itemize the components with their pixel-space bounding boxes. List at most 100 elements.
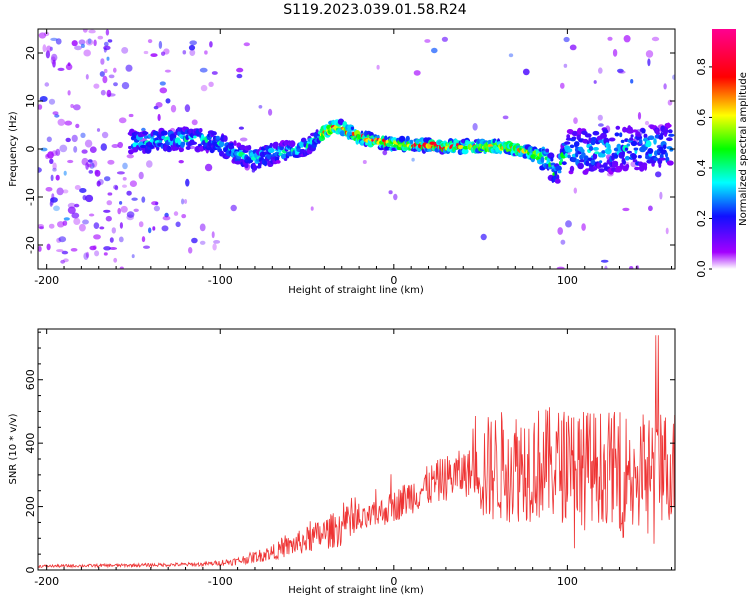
spectrogram-cell (540, 156, 545, 163)
spectrogram-speckle (96, 128, 101, 132)
spectrogram-cell (228, 144, 235, 150)
spectrogram-cell (624, 147, 629, 151)
x-tick-label: -200 (34, 575, 59, 588)
spectrogram-cell (315, 129, 319, 134)
spectrogram-speckle (52, 59, 56, 68)
spectrogram-speckle (38, 32, 47, 39)
plot-title: S119.2023.039.01.58.R24 (283, 2, 467, 18)
spectrogram-speckle (106, 200, 113, 206)
spectrogram-cell (662, 144, 667, 150)
spectrogram-speckle (117, 207, 121, 215)
spectrogram-speckle (82, 29, 88, 33)
colorbar-tick-label: 0.4 (695, 159, 708, 177)
spectrogram-cell (611, 160, 619, 165)
spectrogram-cell (557, 170, 562, 174)
spectrogram-speckle (74, 203, 80, 208)
spectrogram-cell (167, 145, 171, 150)
spectrogram-speckle (189, 40, 197, 46)
spectrogram-speckle (183, 199, 188, 204)
spectrogram-speckle (659, 191, 663, 200)
spectrogram-speckle (191, 237, 198, 244)
spectrogram-speckle (560, 239, 566, 245)
spectrogram-speckle (131, 254, 135, 259)
spectrogram-speckle (56, 187, 64, 196)
spectrogram-speckle (672, 74, 675, 80)
spectrogram-speckle (118, 236, 124, 243)
spectrogram-cell (283, 158, 288, 161)
spectrogram-cell (405, 135, 410, 142)
spectrogram-speckle (71, 134, 78, 143)
spectrogram-speckle (57, 118, 66, 126)
x-tick-label: 0 (390, 575, 397, 588)
spectrogram-speckle (47, 151, 54, 159)
x-tick-label: 0 (390, 274, 397, 287)
spectrogram-speckle (61, 250, 69, 255)
spectrogram-cell (299, 140, 305, 148)
spectrogram-speckle (65, 137, 71, 143)
spectrogram-cell (461, 148, 469, 155)
x-tick-label: 100 (557, 575, 578, 588)
spectrogram-speckle (141, 236, 146, 243)
spectrogram-speckle (189, 49, 196, 56)
spectrogram-speckle (58, 236, 67, 243)
spectrogram-cell (252, 164, 258, 171)
spectrogram-speckle (102, 75, 108, 84)
spectrogram-cell (409, 139, 414, 145)
spectrogram-speckle (239, 137, 248, 142)
spectrogram-speckle (612, 49, 618, 57)
spectrogram-speckle (122, 184, 127, 188)
spectrogram-marks (38, 29, 675, 269)
colorbar-tick-label: 0.0 (695, 260, 708, 278)
colorbar-gradient (712, 29, 736, 269)
spectrogram-speckle (71, 40, 78, 47)
spectrogram-speckle (138, 221, 144, 228)
spectrogram-speckle (59, 144, 68, 153)
spectrogram-speckle (651, 36, 660, 42)
spectrogram-speckle (204, 50, 208, 55)
spectrogram-speckle (74, 45, 82, 51)
spectrogram-cell (625, 163, 630, 169)
spectrogram-cell (384, 135, 388, 141)
spectrogram-speckle (152, 226, 156, 231)
spectrogram-speckle (74, 185, 81, 190)
spectrogram-speckle (173, 211, 179, 216)
spectrogram-speckle (113, 184, 118, 190)
spectrogram-speckle (598, 123, 604, 127)
spectrogram-speckle (113, 67, 117, 73)
spectrogram-speckle (188, 44, 196, 51)
spectrogram-speckle (181, 198, 185, 205)
spectrogram-cell (629, 137, 634, 141)
spectrogram-cell (659, 157, 667, 161)
spectrogram-cell (198, 128, 203, 133)
spectrogram-cell (638, 165, 645, 172)
spectrogram-speckle (49, 158, 54, 164)
spectrogram-speckle (50, 56, 56, 65)
spectrogram-speckle (120, 205, 128, 213)
spectrogram-speckle (53, 205, 60, 212)
spectrogram-cell (233, 140, 237, 147)
spectrogram-speckle (103, 68, 108, 74)
spectrogram-cell (571, 136, 577, 140)
spectrogram-speckle (63, 217, 70, 221)
spectrogram-speckle (113, 82, 118, 87)
spectrogram-speckle (122, 177, 127, 181)
spectrogram-speckle (44, 82, 50, 87)
spectrogram-cell (561, 161, 567, 166)
spectrogram-speckle (569, 44, 577, 51)
spectrogram-cell (630, 134, 634, 138)
spectrogram-speckle (243, 42, 250, 47)
spectrogram-speckle (114, 185, 119, 191)
spectrogram-speckle (138, 171, 144, 180)
spectrogram-speckle (52, 167, 57, 172)
spectrogram-speckle (106, 89, 112, 98)
spectrogram-speckle (85, 74, 89, 80)
spectrogram-cell (667, 129, 673, 134)
spectrogram-speckle (148, 227, 152, 234)
spectrogram-cell (601, 150, 606, 154)
spectrogram-cell (653, 138, 657, 145)
spectrogram-speckle (88, 170, 94, 174)
x-tick-label: -100 (208, 575, 233, 588)
spectrogram-speckle (159, 81, 166, 86)
spectrogram-speckle (80, 43, 85, 49)
spectrogram-speckle (563, 63, 568, 68)
